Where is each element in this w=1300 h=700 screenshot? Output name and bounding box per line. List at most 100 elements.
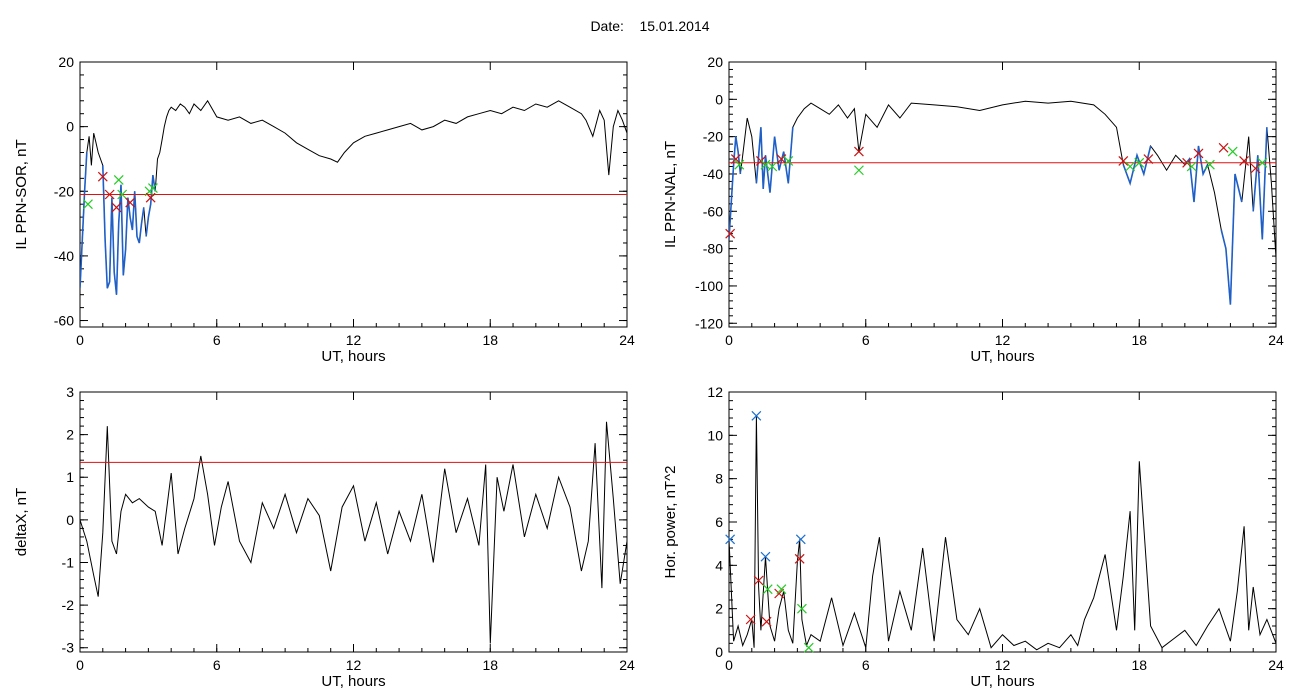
marker-red: [125, 197, 136, 208]
x-tick-label: 18: [1131, 657, 1147, 673]
marker-green: [1257, 157, 1268, 168]
y-tick-label: -3: [62, 640, 75, 656]
marker-red: [111, 202, 122, 213]
y-axis-label: IL PPN-NAL, nT: [662, 141, 679, 248]
marker-red: [104, 189, 115, 200]
marker-red: [745, 614, 756, 625]
x-tick-label: 0: [76, 332, 84, 348]
y-tick-label: 12: [707, 384, 723, 400]
x-tick-label: 24: [619, 657, 635, 673]
y-tick-label: 10: [707, 427, 723, 443]
y-tick-label: -60: [703, 203, 723, 219]
marker-green: [776, 584, 787, 595]
y-tick-label: -20: [703, 129, 723, 145]
x-tick-label: 24: [1268, 657, 1284, 673]
marker-red: [853, 146, 864, 157]
x-axis-label: UT, hours: [970, 673, 1034, 690]
series-line: [80, 421, 627, 644]
x-tick-label: 24: [1268, 332, 1284, 348]
y-tick-label: -80: [703, 241, 723, 257]
x-tick-label: 24: [619, 332, 635, 348]
y-axis-label: Hor. power, nT^2: [662, 466, 679, 579]
marker-red: [1218, 142, 1229, 153]
highlight-segment: [1122, 145, 1152, 187]
marker-green: [1204, 159, 1215, 170]
y-tick-label: -40: [703, 166, 723, 182]
date-header: Date: 15.01.2014: [0, 18, 1300, 34]
marker-red: [1193, 148, 1204, 159]
marker-red: [1118, 155, 1129, 166]
y-tick-label: 2: [66, 427, 74, 443]
x-axis-label: UT, hours: [321, 673, 385, 690]
marker-green: [734, 159, 745, 170]
series-line: [80, 99, 627, 295]
y-tick-label: 0: [715, 91, 723, 107]
x-tick-label: 6: [213, 657, 221, 673]
y-tick-label: -120: [695, 315, 723, 331]
marker-blue: [725, 534, 736, 545]
x-tick-label: 0: [725, 332, 733, 348]
date-label: Date:: [590, 18, 624, 34]
date-value: 15.01.2014: [639, 18, 710, 34]
marker-blue: [795, 534, 806, 545]
highlight-segment: [102, 165, 145, 295]
highlight-segment: [1220, 173, 1243, 305]
chart-sor: 0 6 12 18 24 -60 -40 -20 0 20 UT, hours IL PPN-SOR,…: [13, 54, 635, 365]
x-tick-label: 12: [995, 332, 1011, 348]
x-axis-label: UT, hours: [970, 348, 1034, 365]
y-tick-label: -60: [54, 313, 74, 329]
y-tick-label: -2: [62, 597, 75, 613]
chart-nal: 0 6 12 18 24 -120 -100 -80 -60 -40 -20 0 20 UT, hours…: [662, 54, 1284, 365]
x-tick-label: 6: [213, 332, 221, 348]
marker-green: [1227, 146, 1238, 157]
marker-green: [760, 159, 771, 170]
marker-red: [776, 154, 787, 164]
x-tick-label: 6: [862, 657, 870, 673]
highlight-segment: [80, 152, 88, 289]
y-tick-label: -40: [54, 248, 74, 264]
y-tick-label: 0: [66, 119, 74, 135]
series-line: [729, 415, 1276, 651]
x-tick-label: 12: [346, 657, 362, 673]
marker-red: [145, 192, 156, 203]
y-tick-label: 20: [707, 54, 723, 70]
marker-red: [1250, 163, 1261, 174]
marker-red: [753, 575, 764, 586]
marker-green: [113, 175, 124, 185]
marker-green: [853, 165, 864, 176]
marker-green: [803, 642, 814, 653]
y-axis-label: deltaX, nT: [13, 488, 30, 556]
x-tick-label: 12: [346, 332, 362, 348]
marker-green: [762, 584, 773, 595]
y-axis-label: IL PPN-SOR, nT: [13, 139, 30, 249]
x-tick-label: 18: [482, 332, 498, 348]
marker-red: [730, 154, 741, 164]
y-tick-label: 2: [715, 601, 723, 617]
x-tick-label: 18: [482, 657, 498, 673]
x-tick-label: 0: [725, 657, 733, 673]
marker-red: [761, 616, 772, 627]
y-tick-label: -20: [54, 183, 74, 199]
highlight-segment: [755, 127, 794, 193]
marker-blue: [760, 551, 771, 562]
marker-green: [783, 155, 794, 166]
plot-frame: [728, 391, 1277, 653]
y-tick-label: 8: [715, 471, 723, 487]
y-tick-label: 3: [66, 384, 74, 400]
highlight-segment: [145, 174, 156, 237]
marker-green: [117, 189, 128, 200]
marker-red: [1239, 155, 1250, 166]
marker-green: [767, 161, 778, 172]
y-tick-label: 1: [66, 469, 74, 485]
y-tick-label: -100: [695, 278, 723, 294]
y-tick-label: -1: [62, 554, 75, 570]
marker-green: [83, 199, 93, 210]
x-tick-label: 6: [862, 332, 870, 348]
y-tick-label: 0: [66, 512, 74, 528]
marker-red: [97, 171, 108, 182]
x-tick-label: 18: [1131, 332, 1147, 348]
series-line: [729, 100, 1276, 305]
